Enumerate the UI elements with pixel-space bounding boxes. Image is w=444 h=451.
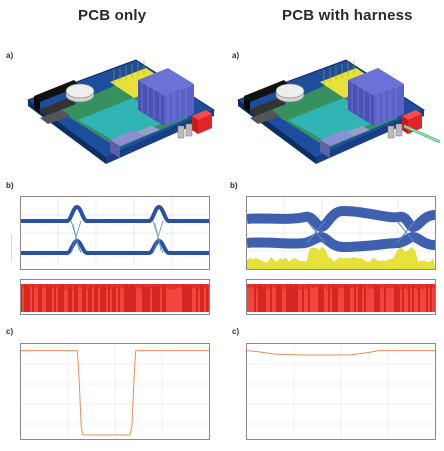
- curve-svg-right: [246, 344, 435, 439]
- histogram-pcb-with-harness: [246, 279, 436, 315]
- waveform-ylabel-left: ~~~~~~~~~~~~~~~: [10, 234, 14, 262]
- panel-label-a-left: a): [6, 51, 14, 60]
- panel-label-a-right: a): [232, 51, 240, 60]
- pcb-board-with-harness: [228, 40, 442, 174]
- pcb-board-only: [18, 40, 218, 174]
- histogram-pcb-only: [20, 279, 210, 315]
- panel-label-b-left: b): [6, 181, 14, 190]
- waveform-svg-right: [246, 197, 436, 270]
- panel-label-b-right: b): [230, 181, 238, 190]
- waveform-plot-pcb-with-harness: [246, 196, 436, 270]
- curve-plot-pcb-only: [20, 343, 210, 440]
- histogram-svg-left: [20, 284, 209, 312]
- histogram-svg-right: [246, 284, 435, 312]
- waveform-svg-left: [21, 197, 209, 269]
- panel-label-c-left: c): [6, 327, 14, 336]
- curve-line-left: [21, 350, 209, 436]
- column-title-pcb-only: PCB only: [78, 7, 147, 24]
- waveform-plot-pcb-only: [20, 196, 210, 270]
- curve-plot-pcb-with-harness: [246, 343, 436, 440]
- curve-svg-left: [21, 344, 209, 439]
- panel-label-c-right: c): [232, 327, 240, 336]
- column-title-pcb-with-harness: PCB with harness: [282, 7, 413, 24]
- curve-line-right: [246, 350, 435, 356]
